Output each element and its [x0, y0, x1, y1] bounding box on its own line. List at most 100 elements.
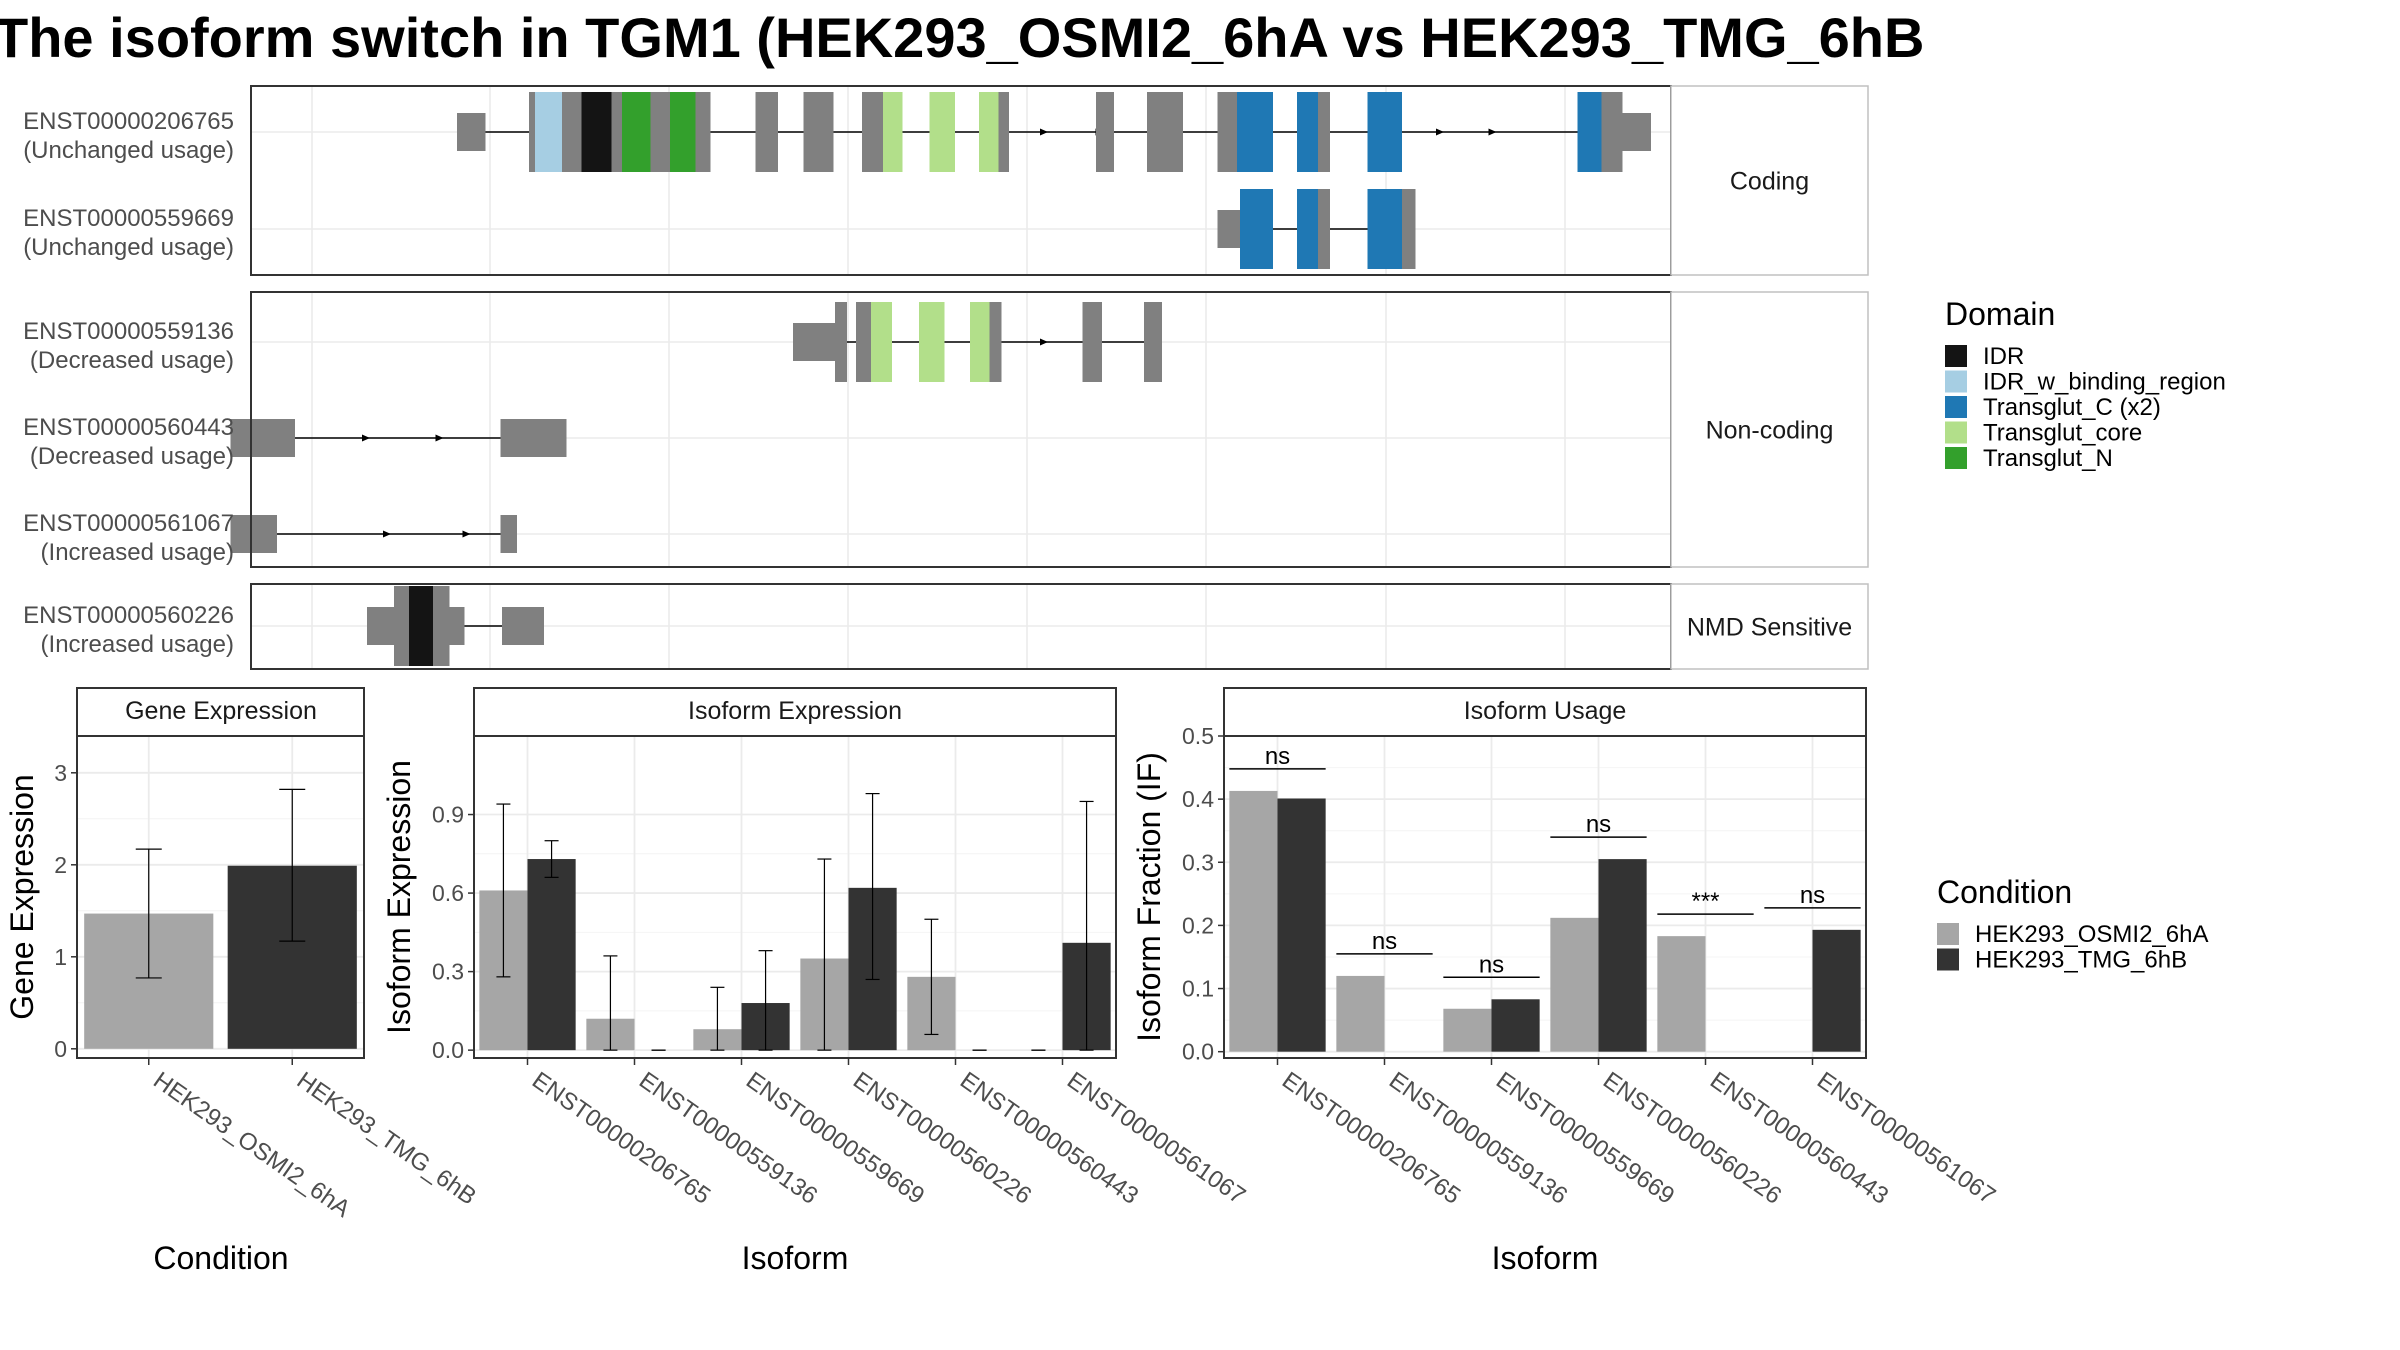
x-tick-label: ENST00000560226: [1598, 1067, 1786, 1210]
legend-condition-item: HEK293_TMG_6hB: [1975, 947, 2187, 974]
legends: Domain IDRIDR_w_binding_regionTransglut_C…: [1937, 296, 2226, 974]
exon: [650, 92, 670, 172]
plot-background: [474, 736, 1116, 1058]
x-tick-label: ENST00000206765: [1277, 1067, 1465, 1210]
exon: [979, 92, 999, 172]
structure-facet: Coding: [250, 85, 1869, 276]
exon: [581, 92, 612, 172]
exon: [883, 92, 903, 172]
transcript-usage-label: (Unchanged usage): [23, 137, 234, 164]
x-tick-label: ENST00000206765: [527, 1067, 715, 1210]
bar-chart-panel: 0.0 0.1 0.2 0.3 0.4 0.5 ns ns ns ns *** ns ENST00000…: [1131, 687, 2000, 1276]
x-axis-title: Isoform: [742, 1240, 849, 1276]
exon: [367, 607, 394, 645]
y-tick-label: 0.6: [432, 880, 464, 906]
strand-arrow: [462, 530, 471, 538]
y-tick-label: 0.3: [432, 959, 464, 985]
y-tick-label: 0.1: [1182, 976, 1214, 1002]
bar: [1550, 917, 1599, 1052]
transcript-id-label: ENST00000561067: [23, 510, 234, 537]
y-tick-label: 3: [54, 760, 67, 786]
exon: [535, 92, 562, 172]
transcript-usage-label: (Increased usage): [41, 631, 234, 658]
exon: [1367, 92, 1402, 172]
bar: [1229, 790, 1278, 1052]
y-tick-label: 0.4: [1182, 786, 1214, 812]
exon: [230, 419, 295, 457]
x-axis-title: Condition: [153, 1240, 288, 1276]
x-tick-label: ENST00000560443: [1705, 1067, 1893, 1210]
transcript-track: [230, 515, 517, 553]
legend-swatch: [1945, 421, 1967, 444]
strand-arrow: [1436, 128, 1444, 136]
y-tick-label: 0.9: [432, 802, 464, 828]
exon: [611, 92, 622, 172]
significance-label: ns: [1800, 882, 1825, 909]
panel-title-strip: [1223, 687, 1867, 737]
figure-title: The isoform switch in TGM1 (HEK293_OSMI2…: [0, 6, 1924, 69]
exon: [1577, 92, 1602, 172]
exon: [835, 302, 847, 382]
y-tick-label: 1: [54, 944, 67, 970]
panel-title-strip: [76, 687, 365, 737]
exon: [793, 323, 837, 361]
legend-swatch: [1937, 923, 1959, 945]
transcript-track: [457, 92, 1651, 172]
exon: [695, 92, 711, 172]
exon: [670, 92, 696, 172]
exon: [856, 302, 871, 382]
legend-condition-item: HEK293_OSMI2_6hA: [1975, 921, 2208, 948]
transcript-usage-label: (Unchanged usage): [23, 234, 234, 261]
bar: [1336, 975, 1385, 1052]
exon: [1367, 189, 1402, 269]
transcript-id-label: ENST00000560226: [23, 602, 234, 629]
transcript-track: [1217, 189, 1416, 269]
y-axis-title: Isoform Fraction (IF): [1131, 752, 1167, 1042]
x-axis-title: Isoform: [1492, 1240, 1599, 1276]
exon: [1402, 189, 1416, 269]
transcript-usage-label: (Decreased usage): [30, 443, 234, 470]
x-tick-label: ENST00000559136: [634, 1067, 822, 1210]
x-tick-label: ENST00000561067: [1812, 1067, 2000, 1210]
x-tick-label: ENST00000559669: [741, 1067, 929, 1210]
legend-swatch: [1945, 447, 1967, 469]
exon: [1217, 92, 1237, 172]
structure-facet: NMD Sensitive: [250, 583, 1869, 670]
panel-title: Isoform Usage: [1464, 697, 1627, 725]
y-tick-label: 2: [54, 852, 67, 878]
exon: [449, 607, 465, 645]
legend-swatch: [1937, 948, 1959, 971]
facet-strip: [1670, 291, 1869, 568]
exon: [500, 515, 517, 553]
y-tick-label: 0.2: [1182, 912, 1214, 938]
exon: [1318, 92, 1330, 172]
transcript-usage-label: (Increased usage): [41, 539, 234, 566]
transcript-id-label: ENST00000560443: [23, 414, 234, 441]
strand-arrow: [1040, 128, 1048, 136]
exon: [457, 113, 486, 151]
exon: [562, 92, 582, 172]
bar: [1812, 929, 1861, 1052]
strand-arrow: [435, 434, 444, 442]
bar: [1598, 859, 1647, 1052]
exon: [1147, 92, 1183, 172]
exon: [230, 515, 277, 553]
panel-title: Isoform Expression: [688, 697, 902, 725]
x-tick-label: ENST00000560443: [955, 1067, 1143, 1210]
legend-domain-item: Transglut_N: [1983, 445, 2113, 472]
exon: [1144, 302, 1162, 382]
exon: [970, 302, 990, 382]
plot-background: [1224, 736, 1866, 1058]
legend-swatch: [1945, 370, 1967, 393]
transcript-usage-label: (Decreased usage): [30, 347, 234, 374]
legend-domain-title: Domain: [1945, 296, 2055, 332]
legend-domain-item: Transglut_C (x2): [1983, 394, 2161, 421]
panel-title: Gene Expression: [125, 697, 317, 725]
exon: [1096, 92, 1114, 172]
exon: [1237, 92, 1273, 172]
y-tick-label: 0.5: [1182, 723, 1214, 749]
y-tick-label: 0: [54, 1036, 67, 1062]
exon: [409, 586, 433, 666]
structure-facet: Non-coding: [230, 291, 1869, 568]
